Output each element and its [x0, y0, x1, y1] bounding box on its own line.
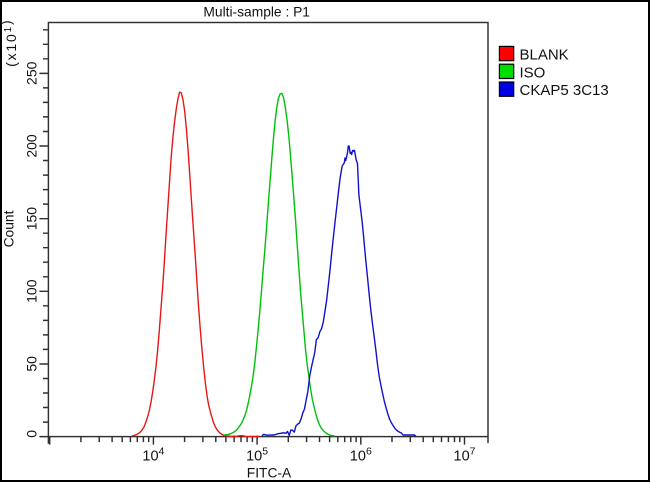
svg-text:100: 100 — [23, 279, 39, 303]
svg-text:BLANK: BLANK — [520, 47, 569, 64]
svg-text:250: 250 — [23, 61, 39, 85]
svg-text:Count: Count — [2, 210, 17, 247]
svg-text:FITC-A: FITC-A — [247, 466, 292, 481]
svg-text:200: 200 — [23, 134, 39, 158]
svg-text:ISO: ISO — [520, 64, 546, 81]
svg-text:50: 50 — [23, 356, 39, 372]
svg-text:0: 0 — [23, 430, 39, 438]
svg-text:Multi-sample : P1: Multi-sample : P1 — [203, 4, 310, 19]
svg-text:150: 150 — [23, 207, 39, 231]
svg-text:CKAP5 3C13: CKAP5 3C13 — [520, 82, 609, 99]
